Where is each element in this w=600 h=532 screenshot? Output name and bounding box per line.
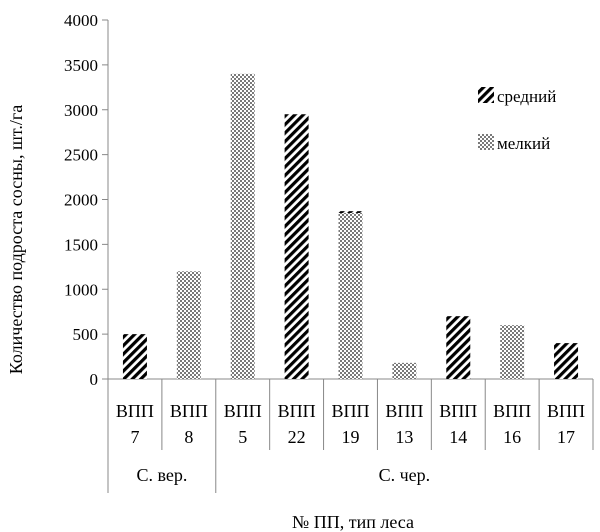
category-label-name: ВПП [331, 401, 369, 421]
legend-swatch-средний [478, 87, 494, 103]
bar-средний-14 [446, 316, 471, 379]
category-label-number: 14 [449, 427, 467, 447]
x-axis-title: № ПП, тип леса [292, 512, 414, 532]
category-label-name: ВПП [116, 401, 154, 421]
bar-мелкий-5 [230, 73, 255, 379]
group-label: С. чер. [379, 465, 431, 485]
category-label-number: 22 [288, 427, 306, 447]
category-label-name: ВПП [170, 401, 208, 421]
legend-label: средний [497, 87, 556, 106]
bar-средний-7 [122, 334, 147, 379]
y-tick-label: 1500 [64, 235, 98, 254]
category-label-name: ВПП [547, 401, 585, 421]
group-label: С. вер. [136, 465, 187, 485]
y-tick-label: 2500 [64, 146, 98, 165]
bar-мелкий-19 [338, 212, 363, 379]
legend-label: мелкий [497, 134, 550, 153]
legend-swatch-мелкий [478, 134, 494, 150]
category-label-number: 5 [238, 427, 247, 447]
y-tick-label: 3500 [64, 56, 98, 75]
category-label-name: ВПП [439, 401, 477, 421]
category-label-number: 17 [557, 427, 575, 447]
bar-мелкий-8 [176, 271, 201, 379]
category-label-number: 7 [130, 427, 139, 447]
y-tick-label: 1000 [64, 280, 98, 299]
y-tick-label: 2000 [64, 191, 98, 210]
y-tick-label: 500 [73, 325, 99, 344]
bar-мелкий-16 [500, 325, 525, 379]
category-label-number: 8 [184, 427, 193, 447]
y-tick-label: 4000 [64, 11, 98, 30]
bar-мелкий-13 [392, 362, 417, 379]
bar-средний-22 [284, 114, 309, 380]
y-tick-label: 0 [90, 370, 99, 389]
category-label-number: 13 [395, 427, 413, 447]
category-label-name: ВПП [278, 401, 316, 421]
bar-средний-17 [554, 343, 579, 379]
y-tick-label: 3000 [64, 101, 98, 120]
category-label-name: ВПП [224, 401, 262, 421]
category-label-name: ВПП [493, 401, 531, 421]
category-label-name: ВПП [385, 401, 423, 421]
y-axis-title: Количество подроста сосны, шт./га [6, 105, 26, 374]
category-label-number: 16 [503, 427, 521, 447]
category-label-number: 19 [342, 427, 360, 447]
